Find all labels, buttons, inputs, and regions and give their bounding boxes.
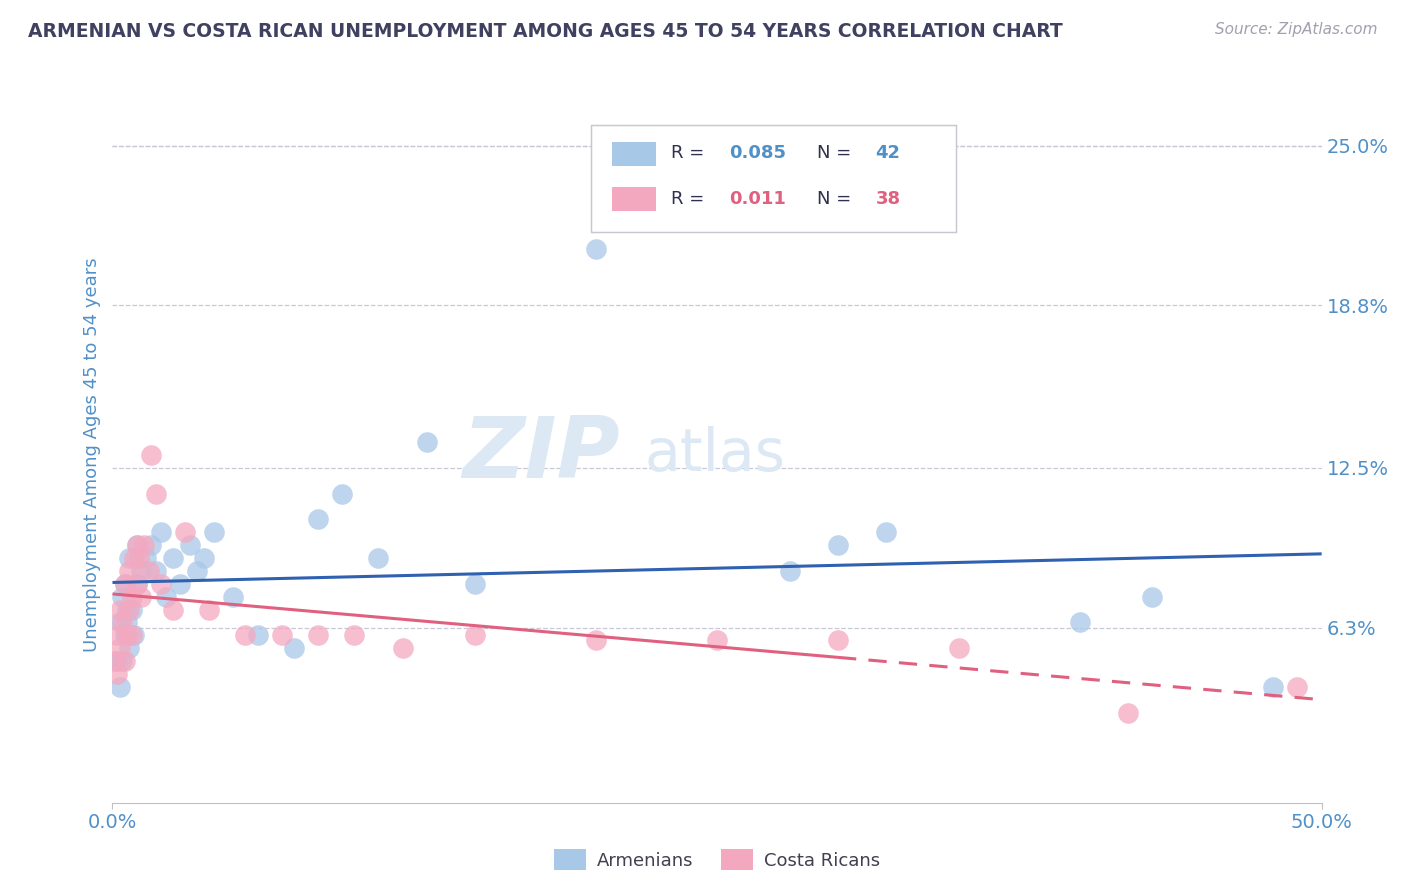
Point [104, 654, 127, 668]
Point [235, 628, 257, 642]
Point [1263, 680, 1285, 694]
Point [114, 654, 136, 668]
Point [141, 448, 163, 462]
Point [1142, 590, 1164, 604]
Point [367, 551, 389, 566]
Text: N =: N = [817, 190, 858, 208]
Point [111, 590, 134, 604]
Point [108, 641, 131, 656]
Point [122, 628, 145, 642]
Point [875, 525, 897, 540]
Point [464, 576, 486, 591]
Point [270, 628, 292, 642]
FancyBboxPatch shape [613, 187, 657, 211]
Point [131, 564, 153, 578]
Point [174, 525, 197, 540]
Point [307, 628, 329, 642]
Point [162, 602, 184, 616]
Point [145, 564, 167, 578]
Point [108, 680, 131, 694]
Point [111, 654, 134, 668]
Point [145, 486, 167, 500]
Point [121, 628, 143, 642]
Point [132, 538, 155, 552]
Point [121, 590, 143, 604]
Point [464, 628, 486, 642]
Point [585, 242, 607, 256]
Point [827, 633, 849, 648]
Point [125, 576, 148, 591]
Point [193, 551, 215, 566]
Y-axis label: Unemployment Among Ages 45 to 54 years: Unemployment Among Ages 45 to 54 years [83, 258, 101, 652]
Point [108, 615, 131, 630]
Point [222, 590, 245, 604]
Point [1286, 680, 1309, 694]
Point [827, 538, 849, 552]
Point [169, 576, 191, 591]
Point [118, 641, 141, 656]
Point [105, 667, 128, 681]
Point [125, 538, 148, 552]
Text: R =: R = [671, 145, 710, 162]
Point [162, 551, 184, 566]
Point [111, 615, 134, 630]
Point [114, 576, 136, 591]
Point [135, 551, 157, 566]
Text: N =: N = [817, 145, 858, 162]
Point [105, 628, 128, 642]
Text: 38: 38 [876, 190, 901, 208]
Point [121, 602, 143, 616]
Point [149, 525, 172, 540]
Point [779, 564, 801, 578]
Point [105, 654, 128, 668]
Point [118, 551, 141, 566]
FancyBboxPatch shape [613, 142, 657, 166]
Point [131, 590, 153, 604]
Point [115, 615, 138, 630]
Point [307, 512, 329, 526]
Point [114, 628, 136, 642]
Point [186, 564, 208, 578]
Point [416, 435, 439, 450]
Text: Source: ZipAtlas.com: Source: ZipAtlas.com [1215, 22, 1378, 37]
Point [155, 590, 177, 604]
Point [706, 633, 728, 648]
Point [1069, 615, 1091, 630]
Point [108, 602, 131, 616]
Point [125, 538, 148, 552]
Point [283, 641, 305, 656]
Point [391, 641, 413, 656]
Point [179, 538, 201, 552]
Text: 42: 42 [876, 145, 901, 162]
Point [948, 641, 970, 656]
Point [118, 602, 141, 616]
Point [585, 633, 607, 648]
Point [149, 576, 172, 591]
Text: R =: R = [671, 190, 710, 208]
Legend: Armenians, Costa Ricans: Armenians, Costa Ricans [547, 842, 887, 877]
Text: 0.011: 0.011 [730, 190, 786, 208]
Point [115, 602, 138, 616]
Point [114, 576, 136, 591]
Point [202, 525, 225, 540]
Point [125, 576, 148, 591]
Point [246, 628, 269, 642]
Point [128, 551, 150, 566]
Point [115, 628, 138, 642]
Point [118, 564, 141, 578]
Point [122, 551, 145, 566]
Point [141, 538, 163, 552]
Point [198, 602, 221, 616]
Point [138, 564, 160, 578]
Text: ARMENIAN VS COSTA RICAN UNEMPLOYMENT AMONG AGES 45 TO 54 YEARS CORRELATION CHART: ARMENIAN VS COSTA RICAN UNEMPLOYMENT AMO… [28, 22, 1063, 41]
Point [330, 486, 353, 500]
Text: 0.085: 0.085 [730, 145, 786, 162]
Point [343, 628, 366, 642]
Text: atlas: atlas [644, 426, 786, 483]
Text: ZIP: ZIP [463, 413, 620, 497]
Point [1116, 706, 1139, 720]
